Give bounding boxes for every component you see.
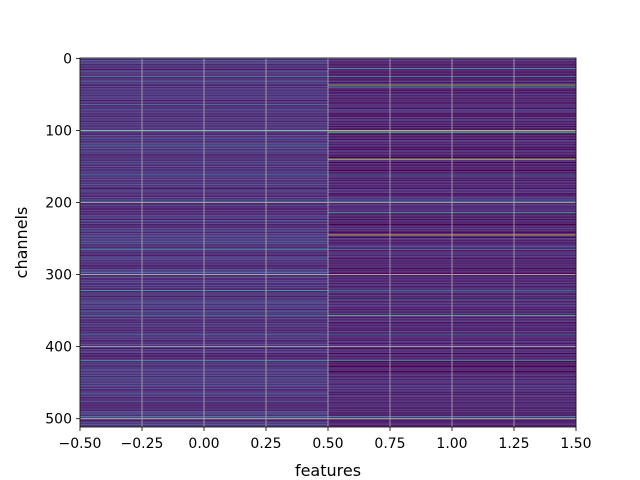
x-tick-label: 0.75 [374,436,405,452]
y-tick-label: 400 [45,340,72,356]
x-axis-ticks: −0.50 −0.25 0.00 0.25 0.50 0.75 1.00 1.25 1.50 [59,427,592,452]
x-tick-label: −0.50 [59,436,102,452]
x-tick-label: 0.00 [188,436,219,452]
y-tick-label: 0 [63,51,72,67]
x-tick-label: 1.00 [436,436,467,452]
x-tick-label: 1.25 [498,436,529,452]
x-tick-label: 0.50 [312,436,343,452]
y-axis-ticks: 0 100 200 300 400 500 [45,51,80,428]
y-axis-label: channels [12,207,31,279]
y-tick-label: 500 [45,412,72,428]
y-tick-label: 300 [45,268,72,284]
y-tick-label: 200 [45,196,72,212]
x-tick-label: −0.25 [121,436,164,452]
x-tick-label: 1.50 [560,436,591,452]
x-tick-label: 0.25 [250,436,281,452]
y-tick-label: 100 [45,123,72,139]
x-axis-label: features [295,461,361,480]
